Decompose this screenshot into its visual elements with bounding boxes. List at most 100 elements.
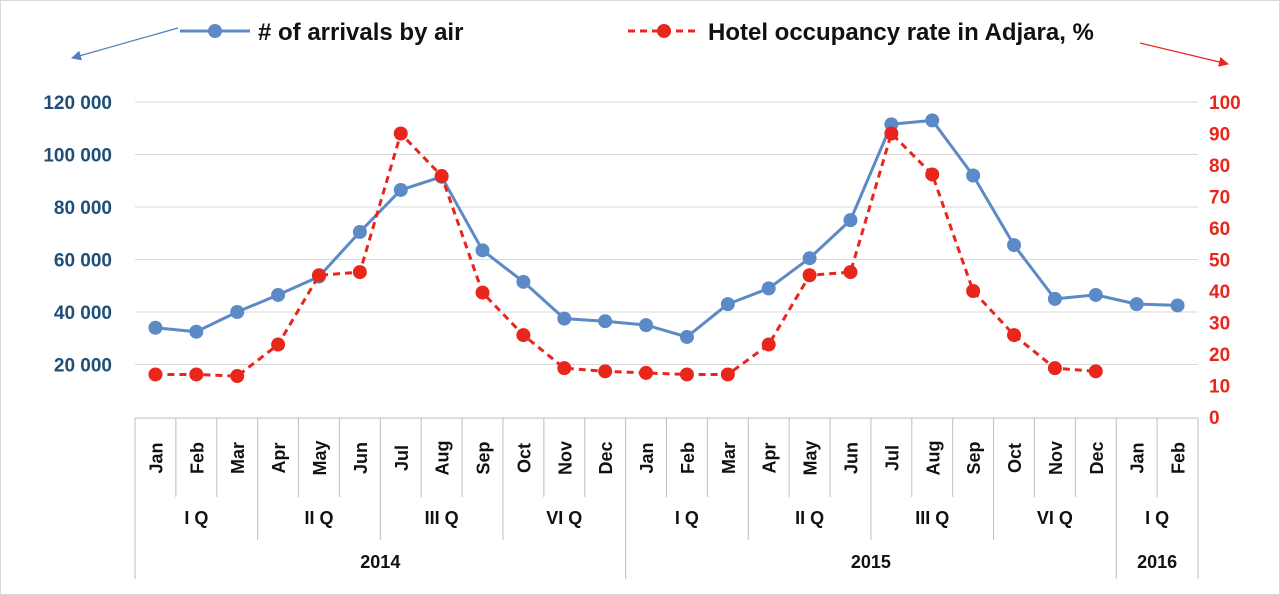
data-point-occupancy (148, 367, 163, 382)
y-right-tick-label: 20 (1209, 345, 1230, 366)
data-point-occupancy (1047, 361, 1062, 376)
y-right-tick-label: 40 (1209, 282, 1230, 303)
y-right-tick-label: 10 (1209, 377, 1230, 398)
legend: # of arrivals by air Hotel occupancy rate… (71, 19, 1229, 67)
data-point-occupancy (393, 126, 408, 141)
data-point-arrivals (966, 168, 981, 183)
y-right-tick-label: 90 (1209, 125, 1230, 146)
x-tick-label-month: Jan (637, 442, 657, 473)
data-point-occupancy (966, 284, 981, 298)
data-point-arrivals (720, 297, 735, 312)
x-tick-label-month: Feb (1169, 442, 1189, 474)
x-tick-label-month: Dec (596, 441, 616, 474)
data-point-occupancy (311, 268, 326, 283)
x-tick-label-month: Oct (1005, 443, 1025, 473)
data-point-occupancy (925, 167, 940, 182)
data-point-arrivals (1047, 291, 1062, 306)
x-tick-label-month: Apr (269, 443, 289, 474)
data-point-occupancy (843, 265, 858, 280)
x-group-label-quarter: III Q (425, 508, 459, 528)
data-point-arrivals (352, 224, 367, 239)
legend-label-occupancy: Hotel occupancy rate in Adjara, % (708, 19, 1094, 46)
data-point-occupancy (516, 328, 531, 343)
series-line-occupancy (155, 132, 1096, 378)
y-right-tick-label: 0 (1209, 408, 1220, 429)
data-point-occupancy (639, 365, 654, 380)
x-tick-label-month: Dec (1087, 441, 1107, 474)
x-tick-label-month: Jan (146, 442, 166, 473)
x-group-label-quarter: I Q (184, 508, 208, 528)
legend-marker-arrivals (208, 24, 222, 38)
x-tick-label-month: Aug (923, 441, 943, 476)
x-group-label-quarter: III Q (915, 508, 949, 528)
y-left-tick-label: 60 000 (54, 251, 112, 272)
x-group-label-quarter: I Q (1145, 508, 1169, 528)
x-tick-label-month: Jul (882, 445, 902, 471)
x-tick-label-month: Nov (1046, 441, 1066, 475)
data-point-arrivals (843, 213, 858, 228)
data-point-occupancy (352, 265, 367, 280)
data-point-occupancy (271, 337, 286, 352)
x-tick-label-month: Nov (555, 441, 575, 475)
x-tick-label-month: Jun (841, 442, 861, 474)
data-point-arrivals (230, 305, 245, 319)
data-point-occupancy (475, 285, 490, 300)
data-point-arrivals (639, 318, 654, 333)
legend-marker-occupancy (657, 24, 671, 38)
data-point-arrivals (1129, 297, 1144, 312)
x-group-label-quarter: VI Q (1037, 508, 1073, 528)
x-tick-label-month: Aug (433, 441, 453, 476)
data-point-arrivals (189, 324, 204, 339)
data-point-occupancy (1088, 364, 1103, 379)
arrow-to-left-axis (71, 27, 179, 61)
arrow-to-right-axis (1139, 42, 1229, 67)
x-tick-label-month: Feb (187, 442, 207, 474)
data-point-occupancy (434, 169, 449, 184)
y-right-tick-label: 100 (1209, 93, 1241, 114)
data-point-arrivals (802, 251, 817, 266)
x-tick-label-month: Oct (514, 443, 534, 473)
y-right-tick-label: 30 (1209, 314, 1230, 335)
data-point-arrivals (271, 287, 286, 302)
data-point-arrivals (1170, 298, 1185, 313)
x-tick-label-month: Sep (474, 441, 494, 474)
data-point-arrivals (557, 311, 572, 326)
x-group-label-quarter: II Q (304, 508, 333, 528)
data-point-arrivals (475, 243, 490, 258)
y-left-tick-label: 80 000 (54, 198, 112, 219)
x-group-label-quarter: II Q (795, 508, 824, 528)
series-line-arrivals (155, 118, 1178, 339)
legend-label-arrivals: # of arrivals by air (258, 19, 463, 46)
data-point-arrivals (393, 182, 408, 197)
data-point-occupancy (230, 369, 245, 384)
x-tick-label-month: Sep (964, 441, 984, 474)
x-tick-label-month: Feb (678, 442, 698, 474)
x-tick-label-month: Mar (719, 442, 739, 474)
x-tick-label-month: Apr (760, 443, 780, 474)
data-point-arrivals (516, 274, 531, 289)
x-tick-label-month: Mar (228, 442, 248, 474)
y-right-tick-label: 70 (1209, 188, 1230, 209)
data-point-occupancy (761, 337, 776, 352)
y-right-tick-label: 80 (1209, 156, 1230, 177)
x-group-label-year: 2014 (360, 552, 400, 572)
x-group-label-quarter: I Q (675, 508, 699, 528)
x-tick-label-month: Jan (1128, 442, 1148, 473)
data-point-occupancy (884, 126, 899, 141)
data-point-arrivals (925, 113, 940, 128)
y-left-tick-label: 20 000 (54, 356, 112, 377)
data-point-arrivals (598, 314, 613, 329)
grid (135, 101, 1198, 365)
x-tick-label-month: May (801, 440, 821, 475)
data-point-occupancy (679, 367, 694, 382)
x-group-label-year: 2016 (1137, 552, 1177, 572)
data-point-occupancy (557, 361, 572, 376)
data-point-occupancy (1007, 328, 1022, 343)
y-right-tick-label: 60 (1209, 219, 1230, 240)
series (148, 113, 1185, 384)
data-point-occupancy (189, 367, 204, 382)
axes: 20 000 40 000 60 000 80 000 100 000 120 000 0 1… (43, 93, 1241, 579)
